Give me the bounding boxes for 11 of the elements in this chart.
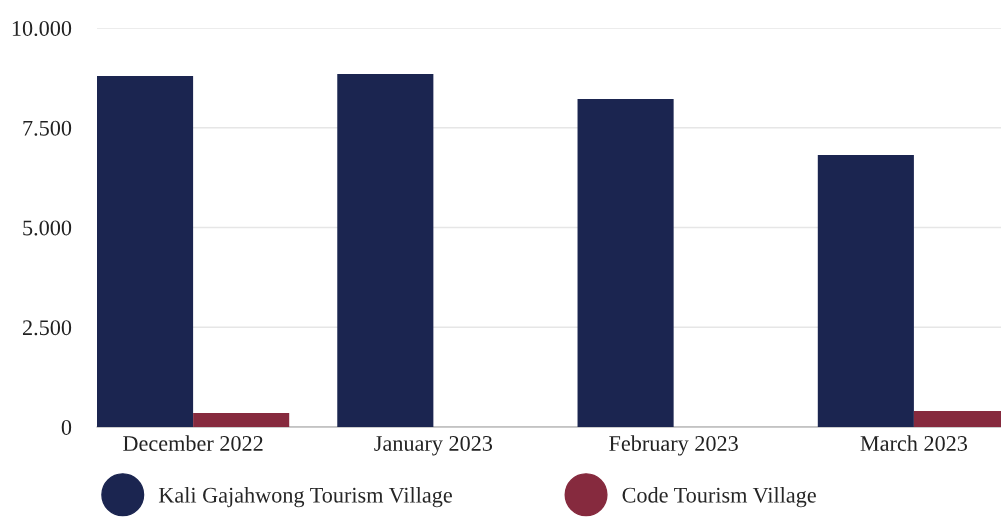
x-tick-label: January 2023 (374, 435, 493, 456)
y-tick-label: 2.500 (22, 320, 72, 336)
y-tick-label: 0 (61, 419, 72, 435)
x-tick-label: March 2023 (860, 435, 968, 451)
legend-label: Kali Gajahwong Tourism Village (158, 487, 452, 508)
legend-label: Code Tourism Village (622, 487, 816, 508)
x-tick-label: February 2023 (609, 435, 738, 456)
y-tick-label: 7.500 (23, 120, 72, 136)
y-tick-label: 10.000 (12, 20, 72, 37)
y-tick-label: 5.000 (23, 220, 72, 236)
x-tick-label: December 2022 (123, 435, 263, 451)
